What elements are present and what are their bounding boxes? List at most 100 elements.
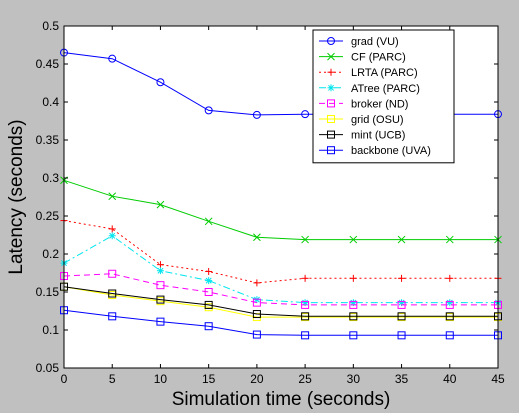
legend: grad (VU) CF (PARC) LRTA (PARC) ATree (PARC… [312, 29, 455, 164]
legend-label-grad-vu: grad (VU) [351, 36, 399, 48]
data-point-mint-ucb [445, 312, 454, 321]
y-tick-label: 0.35 [36, 133, 60, 147]
data-point-lrta-parc [398, 274, 406, 282]
legend-label-atree-parc: ATree (PARC) [351, 83, 420, 95]
x-tick-label: 20 [250, 372, 264, 386]
data-point-mint-ucb [108, 289, 117, 298]
data-point-lrta-parc [446, 274, 454, 282]
data-point-grad-vu [156, 78, 165, 87]
data-point-backbone-uva [445, 331, 454, 340]
x-tick-label: 5 [109, 372, 116, 386]
data-point-grad-vu [204, 106, 213, 115]
data-point-broker-nd [397, 300, 406, 309]
legend-marker-grid-osu [327, 115, 335, 123]
legend-label-grid-osu: grid (OSU) [351, 114, 404, 126]
legend-label-mint-ucb: mint (UCB) [351, 130, 405, 142]
data-point-backbone-uva [397, 331, 406, 340]
y-tick-label: 0.2 [42, 247, 59, 261]
legend-entry-backbone-uva: backbone (UVA) [319, 145, 431, 157]
data-point-broker-nd [445, 300, 454, 309]
data-point-broker-nd [252, 298, 261, 307]
legend-entry-broker-nd: broker (ND) [319, 98, 408, 110]
data-point-atree-parc [205, 277, 213, 285]
legend-entry-grad-vu: grad (VU) [319, 36, 399, 48]
data-point-backbone-uva [349, 331, 358, 340]
data-point-backbone-uva [204, 322, 213, 331]
data-point-atree-parc [398, 299, 406, 307]
legend-label-broker-nd: broker (ND) [351, 98, 408, 110]
y-tick-label: 0.05 [36, 361, 60, 375]
legend-entry-atree-parc: ATree (PARC) [319, 83, 420, 95]
data-point-mint-ucb [349, 312, 358, 321]
x-axis-title: Simulation time (seconds) [172, 389, 391, 410]
data-point-grad-vu [252, 110, 261, 119]
x-tick-label: 25 [298, 372, 312, 386]
data-point-backbone-uva [252, 330, 261, 339]
y-tick-label: 0.25 [36, 209, 60, 223]
y-tick-label: 0.15 [36, 285, 60, 299]
legend-marker-cf-parc [327, 52, 335, 61]
legend-marker-backbone-uva [327, 146, 335, 155]
data-point-broker-nd [156, 281, 165, 290]
data-point-cf-parc [349, 235, 358, 244]
data-point-broker-nd [349, 300, 358, 309]
x-tick-label: 40 [443, 372, 457, 386]
legend-marker-grad-vu [327, 37, 335, 45]
y-tick-label: 0.4 [42, 95, 59, 109]
data-point-lrta-parc [108, 225, 116, 233]
axes-layer: 0 5 10 15 20 25 30 35 40 45 0.05 0.1 0.15 0.2 0.25 0.3 0… [36, 19, 505, 386]
data-point-cf-parc [301, 235, 309, 244]
series-atree-parc [60, 232, 502, 307]
data-point-broker-nd [108, 269, 117, 278]
data-point-grad-vu [301, 110, 310, 119]
data-point-broker-nd [301, 300, 310, 309]
data-point-cf-parc [253, 233, 261, 242]
legend-marker-lrta-parc [327, 68, 335, 76]
series-mint-ucb [60, 282, 502, 321]
data-point-broker-nd [204, 288, 213, 296]
data-point-cf-parc [156, 200, 165, 209]
legend-marker-broker-nd [327, 99, 335, 108]
data-point-lrta-parc [253, 279, 261, 287]
x-tick-label: 45 [491, 372, 505, 386]
y-tick-label: 0.45 [36, 57, 60, 71]
series-line-atree-parc [63, 235, 498, 304]
legend-label-lrta-parc: LRTA (PARC) [351, 67, 418, 79]
data-point-cf-parc [445, 235, 454, 244]
x-tick-label: 30 [347, 372, 361, 386]
y-tick-label: 0.3 [42, 171, 59, 185]
data-point-atree-parc [156, 267, 164, 275]
series-line-broker-nd [63, 273, 498, 306]
data-point-mint-ucb [252, 310, 261, 319]
data-point-lrta-parc [205, 267, 213, 275]
series-line-cf-parc [63, 179, 498, 241]
legend-marker-mint-ucb [327, 130, 335, 139]
y-axis-title: Latency (seconds) [6, 119, 27, 274]
data-point-cf-parc [204, 217, 213, 226]
x-tick-label: 0 [61, 372, 68, 386]
legend-box [312, 29, 455, 164]
legend-label-cf-parc: CF (PARC) [351, 52, 406, 64]
y-tick-label: 0.1 [42, 323, 59, 337]
x-tick-label: 15 [202, 372, 216, 386]
legend-entry-mint-ucb: mint (UCB) [319, 130, 405, 142]
legend-label-backbone-uva: backbone (UVA) [351, 145, 431, 157]
x-tick-label: 35 [395, 372, 409, 386]
data-point-lrta-parc [349, 274, 357, 282]
data-point-mint-ucb [204, 300, 213, 309]
legend-entry-cf-parc: CF (PARC) [319, 52, 406, 64]
data-point-cf-parc [397, 235, 406, 244]
data-point-lrta-parc [156, 261, 164, 269]
data-point-lrta-parc [301, 274, 309, 282]
data-point-mint-ucb [156, 295, 165, 304]
data-point-mint-ucb [397, 312, 406, 321]
series-line-grid-osu [63, 286, 498, 318]
data-point-mint-ucb [301, 312, 310, 321]
data-point-atree-parc [446, 299, 454, 307]
x-tick-label: 10 [154, 372, 168, 386]
legend-entry-lrta-parc: LRTA (PARC) [319, 67, 418, 79]
data-point-backbone-uva [156, 317, 165, 326]
data-point-grad-vu [108, 54, 117, 63]
data-point-backbone-uva [301, 331, 310, 340]
